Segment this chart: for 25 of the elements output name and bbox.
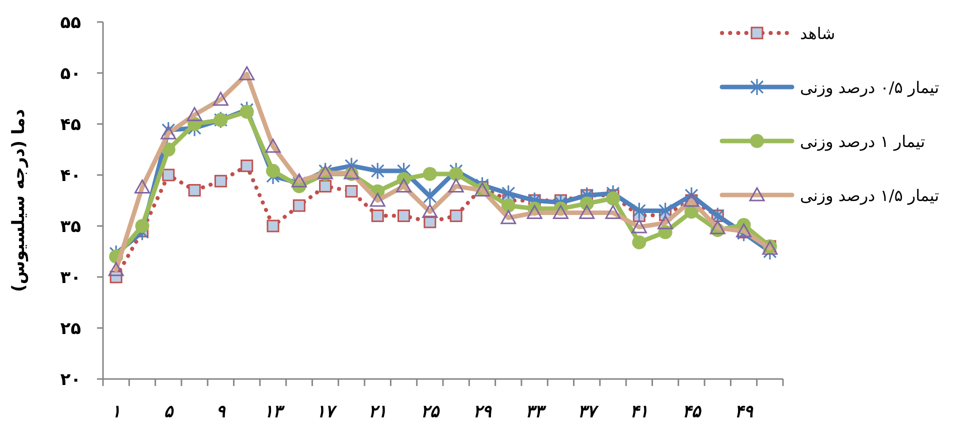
ytick: ۴۵	[60, 115, 81, 135]
ytick: ۵۰	[60, 64, 81, 84]
xtick: ۲۵	[420, 402, 440, 422]
xtick: ۵	[164, 402, 173, 422]
xtick: ۱۷	[316, 402, 334, 422]
xtick: ۱	[112, 402, 121, 422]
xtick: ۲۹	[473, 402, 492, 422]
legend-label: تیمار ۰/۵ درصد وزنی	[800, 78, 940, 97]
xtick: ۳۳	[525, 402, 544, 422]
ylabel: دما (درجه سیلسیوس)	[9, 108, 29, 292]
ytick: ۳۵	[60, 217, 81, 237]
xtick: ۴۹	[734, 402, 753, 422]
xtick: ۴۱	[630, 402, 648, 422]
legend-label: شاهد	[800, 24, 836, 43]
xtick: ۹	[216, 402, 226, 422]
ytick: ۴۰	[60, 166, 81, 186]
xtick: ۴۵	[682, 402, 701, 422]
legend-label: تیمار ۱/۵ درصد وزنی	[800, 186, 940, 205]
xtick: ۲۱	[368, 402, 387, 422]
ytick: ۳۰	[60, 268, 81, 288]
legend-label: تیمار ۱ درصد وزنی	[800, 132, 926, 151]
ytick: ۲۵	[60, 319, 81, 339]
ytick: ۲۰	[60, 370, 81, 390]
ytick: ۵۵	[60, 13, 81, 33]
xtick: ۱۳	[264, 402, 282, 422]
